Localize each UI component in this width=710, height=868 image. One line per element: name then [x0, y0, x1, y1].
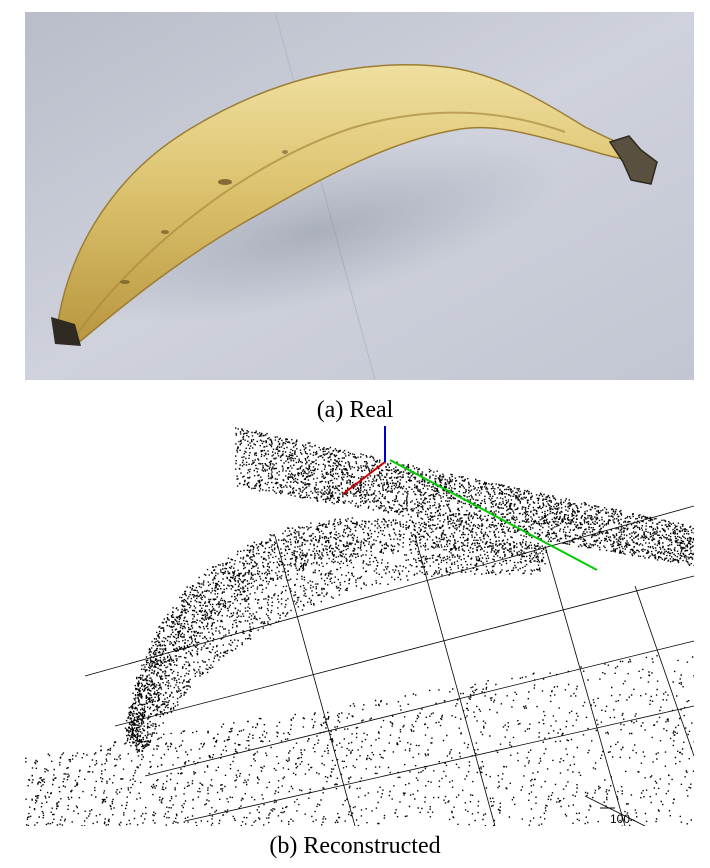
point-cloud-points [25, 427, 694, 826]
banana-photo [25, 12, 694, 380]
caption-reconstructed: (b) Reconstructed [269, 833, 441, 859]
tick-label-100: 100 [610, 812, 630, 826]
caption-real: (a) Real [316, 397, 394, 423]
axis-x [342, 461, 386, 495]
axis-y [389, 459, 598, 571]
point-cloud-dots [25, 427, 694, 826]
point-cloud-reconstruction: 100 [25, 426, 694, 826]
grid-lines [84, 505, 694, 826]
